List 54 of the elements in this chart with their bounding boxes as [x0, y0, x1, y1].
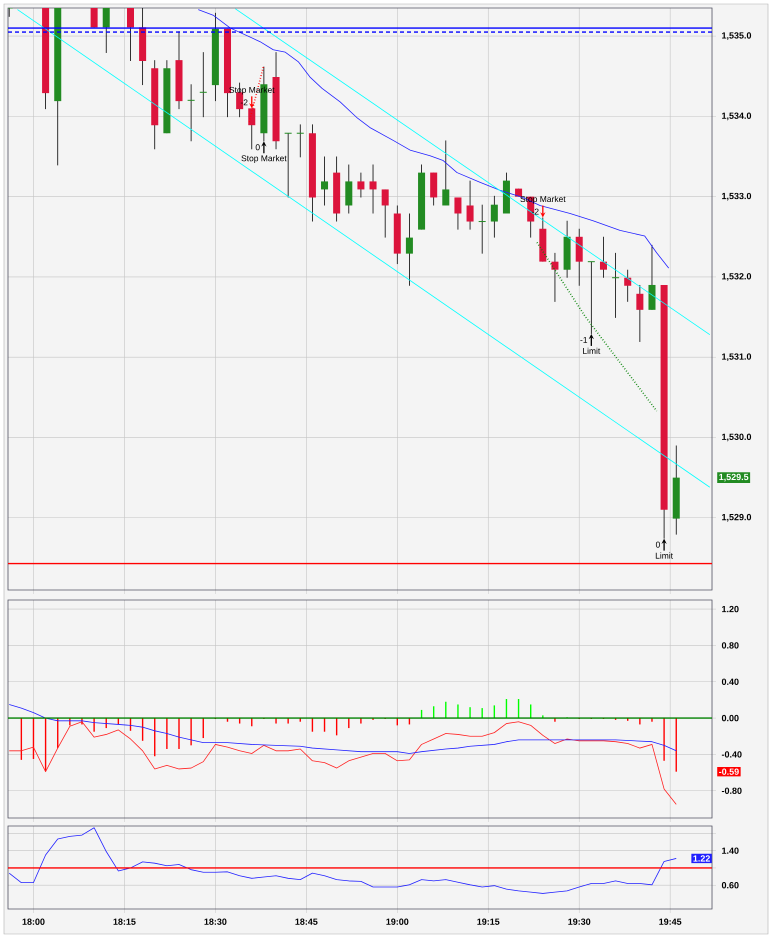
y-tick-label: 0.00	[722, 714, 739, 722]
y-tick-label: 1,529.0	[722, 514, 752, 522]
candlestick	[442, 140, 450, 206]
y-tick-label: -0.40	[722, 751, 742, 758]
candlestick	[187, 84, 196, 142]
text: 1,529.5	[719, 474, 748, 482]
x-tick-label: 19:15	[477, 918, 500, 925]
x-tick-label: 18:30	[204, 918, 226, 925]
candlestick	[357, 172, 364, 198]
candlestick	[370, 164, 377, 214]
annotation: 0	[256, 144, 260, 150]
candlestick	[478, 204, 486, 254]
x-tick-label: 19:45	[659, 918, 682, 925]
candlestick	[126, 8, 134, 62]
x-tick-label: 18:00	[22, 918, 45, 925]
candlestick	[199, 52, 208, 118]
candlestick	[551, 252, 558, 302]
text: -0.59	[719, 768, 739, 775]
candlestick	[466, 180, 474, 230]
y-tick-label: 0.80	[722, 642, 739, 649]
y-tick-label: 1,530.0	[722, 434, 752, 442]
annotation: Limit	[656, 552, 673, 559]
y-tick-label: 1,534.0	[722, 112, 752, 120]
candlestick	[90, 8, 98, 28]
y-tick-label: 1,535.0	[722, 32, 752, 40]
y-tick-label: 1,532.0	[722, 273, 752, 281]
x-tick-label: 19:00	[386, 918, 408, 925]
y-tick-label: 1,533.0	[722, 192, 752, 200]
candlestick	[600, 236, 607, 278]
annotation: 0	[656, 542, 660, 548]
y-tick-label: 1,531.0	[722, 353, 752, 362]
candlestick	[382, 189, 389, 238]
y-tick-label: 0.60	[722, 882, 739, 888]
y-tick-label: 0.40	[722, 678, 739, 685]
x-tick-label: 18:45	[295, 918, 318, 925]
candlestick	[406, 213, 413, 286]
candlestick	[321, 156, 328, 206]
x-tick-label: 18:15	[114, 918, 136, 925]
candlestick	[296, 124, 304, 158]
candlestick	[490, 195, 498, 238]
candlestick	[102, 8, 110, 54]
annotation: -1	[580, 337, 588, 343]
annotation: 1.22	[693, 855, 710, 862]
annotation: Stop Market	[241, 155, 287, 163]
candlestick	[636, 284, 644, 342]
line-series	[198, 9, 670, 268]
y-tick-label: -0.80	[722, 788, 742, 794]
x-tick-label: 19:30	[568, 918, 590, 925]
candlestick	[454, 197, 462, 230]
candlestick	[624, 269, 632, 302]
annotation: Limit	[583, 348, 600, 354]
y-tick-label: 1.20	[722, 606, 739, 612]
y-tick-label: 1.40	[722, 847, 739, 854]
candlestick	[612, 252, 620, 318]
